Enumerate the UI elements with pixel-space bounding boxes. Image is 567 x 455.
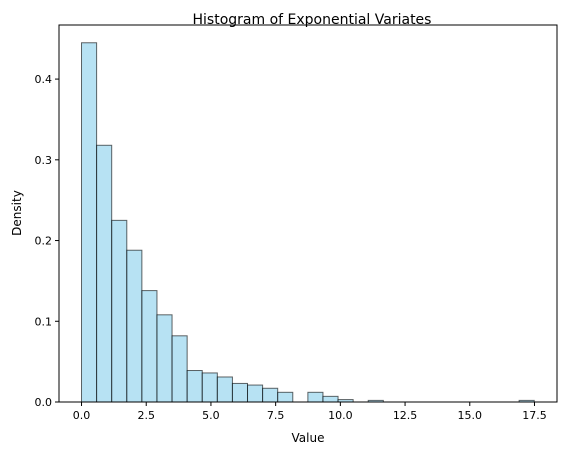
histogram-bar — [262, 387, 279, 403]
x-axis-ticks: 0.0 2.5 5.0 7.5 10.0 12.5 15.0 17.5 — [73, 402, 547, 422]
y-axis-ticks: 0.0 0.1 0.2 0.3 0.4 — [35, 73, 59, 409]
x-tick-label: 0.0 — [73, 409, 91, 422]
histogram-bar — [111, 219, 128, 403]
histogram-bar — [247, 384, 264, 403]
y-tick-label: 0.3 — [35, 154, 53, 167]
y-axis-label: Density — [10, 190, 24, 236]
histogram-bar — [277, 391, 294, 403]
histogram-bar — [307, 391, 324, 403]
histogram-bar — [186, 370, 203, 403]
histogram-bar — [231, 382, 249, 403]
chart-title: Histogram of Exponential Variates — [193, 12, 432, 28]
y-tick-label: 0.4 — [35, 73, 53, 86]
x-tick-label: 5.0 — [202, 409, 220, 422]
histogram-bar — [81, 42, 98, 403]
x-tick-label: 7.5 — [267, 409, 285, 422]
x-axis-label: Value — [292, 431, 325, 445]
plot-frame — [58, 24, 558, 403]
histogram-bar — [126, 249, 143, 403]
x-tick-label: 10.0 — [328, 409, 353, 422]
y-tick-label: 0.2 — [35, 235, 53, 248]
y-tick-label: 0.1 — [35, 315, 53, 328]
x-tick-label: 2.5 — [137, 409, 155, 422]
x-tick-label: 17.5 — [522, 409, 547, 422]
x-tick-label: 12.5 — [393, 409, 418, 422]
histogram-bar — [156, 314, 173, 403]
histogram-bar — [96, 144, 113, 403]
y-tick-label: 0.0 — [35, 396, 53, 409]
histogram-bar — [216, 376, 233, 403]
histogram-bar — [171, 335, 188, 403]
bars-layer — [81, 42, 535, 403]
histogram-bar — [322, 395, 339, 403]
histogram-bar — [201, 372, 218, 403]
histogram-bar — [141, 290, 158, 403]
x-tick-label: 15.0 — [458, 409, 483, 422]
